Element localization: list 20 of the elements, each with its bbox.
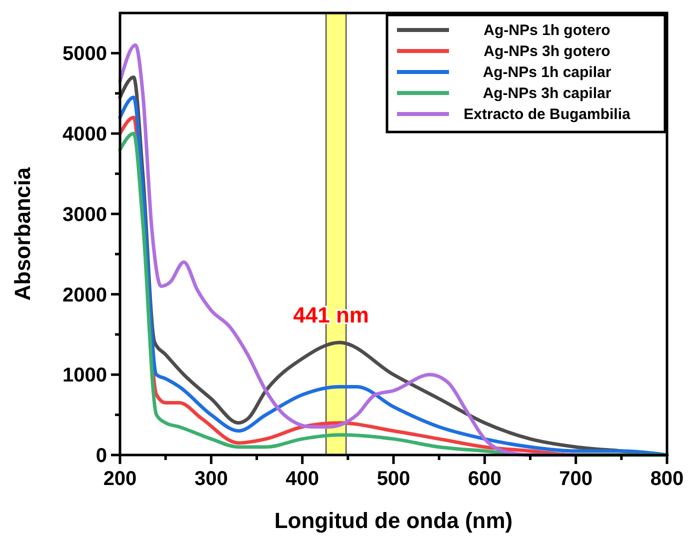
legend-label: Ag-NPs 1h capilar [482, 64, 612, 81]
legend-label: Ag-NPs 1h gotero [484, 22, 610, 39]
legend-label: Extracto de Bugambilia [464, 106, 632, 123]
x-tick-label: 300 [194, 468, 228, 490]
y-tick-label: 1000 [62, 364, 107, 387]
x-tick-label: 600 [468, 468, 502, 490]
x-tick-label: 400 [286, 468, 320, 490]
y-axis-title: Absorbancia [10, 166, 35, 301]
legend-label: Ag-NPs 3h capilar [482, 85, 612, 102]
y-tick-label: 2000 [62, 284, 107, 306]
y-tick-label: 0 [96, 445, 107, 467]
x-tick-label: 700 [559, 468, 593, 490]
legend-label: Ag-NPs 3h gotero [484, 43, 610, 60]
x-tick-label: 200 [103, 468, 137, 490]
x-axis-title: Longitud de onda (nm) [274, 508, 513, 533]
x-tick-label: 800 [650, 468, 684, 490]
y-tick-label: 5000 [62, 43, 107, 66]
x-tick-label: 500 [376, 468, 410, 490]
y-tick-label: 4000 [62, 124, 107, 146]
y-tick-label: 3000 [62, 204, 107, 226]
